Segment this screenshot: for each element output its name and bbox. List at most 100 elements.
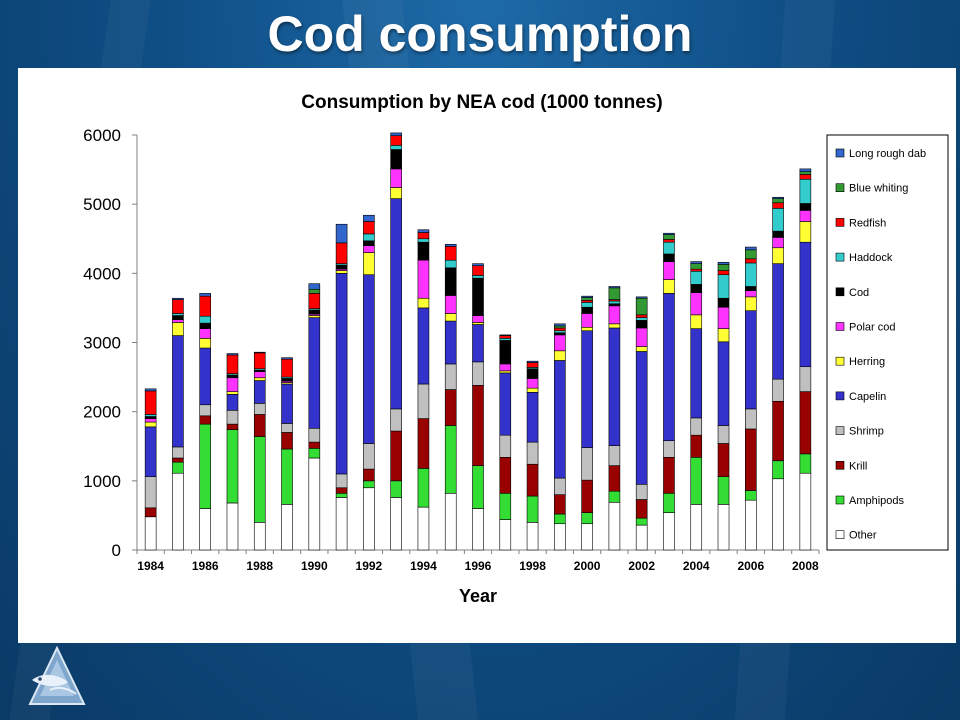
bar-segment-redfish-1997: [499, 335, 512, 339]
legend-swatch: [835, 252, 845, 262]
bar-segment-herring-1996: [472, 322, 484, 325]
bar-segment-cod-1995: [444, 267, 457, 296]
x-tick-label: 2002: [628, 559, 655, 573]
bar-segment-polar-cod-1993: [390, 168, 402, 188]
legend-swatch: [835, 148, 845, 158]
bar-segment-herring-2007: [772, 247, 784, 264]
bar-segment-amphipods-2004: [690, 457, 703, 505]
bar-segment-herring-1985: [172, 322, 184, 336]
bar-segment-krill-2006: [744, 428, 757, 491]
bar-segment-cod-2007: [772, 230, 784, 238]
bar-segment-amphipods-1990: [308, 448, 321, 459]
bar-segment-haddock-1996: [472, 275, 484, 279]
bar-segment-capelin-1984: [144, 426, 157, 477]
bar-segment-herring-1997: [499, 370, 512, 374]
legend-swatch: [835, 218, 845, 227]
x-tick-label: 1994: [410, 559, 437, 573]
bar-segment-haddock-1994: [417, 238, 430, 243]
bar-segment-other-2005: [717, 504, 730, 551]
bar-segment-polar-cod-1987: [226, 377, 239, 392]
bar-segment-other-1994: [417, 506, 430, 551]
x-tick-label: 1988: [246, 559, 273, 573]
bar-segment-blue-whiting-2007: [772, 198, 784, 204]
bar-segment-blue-whiting-2000: [581, 297, 593, 301]
bar-segment-polar-cod-2004: [690, 292, 703, 316]
chart-title: Consumption by NEA cod (1000 tonnes): [301, 92, 662, 113]
y-tick-label: 3000: [83, 334, 121, 353]
legend-swatch: [835, 530, 845, 540]
bar-segment-redfish-1986: [199, 295, 211, 317]
bar-segment-other-1985: [172, 472, 184, 551]
bar-segment-polar-cod-2002: [635, 327, 648, 347]
bar-segment-redfish-1989: [281, 358, 293, 378]
bar-segment-amphipods-1995: [444, 425, 457, 494]
bar-segment-redfish-1987: [226, 354, 239, 374]
bar-segment-amphipods-1993: [390, 480, 402, 498]
bar-segment-amphipods-1999: [554, 513, 566, 525]
bar-segment-redfish-1993: [390, 135, 402, 146]
bar-segment-amphipods-1985: [172, 461, 184, 474]
bar-segment-shrimp-2001: [608, 445, 621, 466]
bar-segment-haddock-2005: [717, 274, 730, 299]
legend-label: Amphipods: [849, 495, 905, 507]
bar-segment-long-rough-dab-1990: [308, 283, 321, 290]
bar-segment-long-rough-dab-1997: [499, 334, 512, 336]
x-tick-label: 1992: [356, 559, 383, 573]
bar-segment-shrimp-1992: [363, 443, 375, 470]
bar-segment-long-rough-dab-2008: [799, 168, 812, 172]
bar-segment-amphipods-2001: [608, 490, 621, 503]
bar-segment-polar-cod-2000: [581, 313, 593, 328]
bar-segment-capelin-2000: [581, 330, 593, 448]
bar-segment-haddock-1995: [444, 259, 457, 269]
bar-segment-long-rough-dab-2006: [744, 246, 757, 251]
bar-segment-other-1991: [335, 497, 348, 551]
bar-segment-blue-whiting-2006: [744, 249, 757, 260]
bar-segment-polar-cod-1986: [199, 328, 211, 339]
bar-segment-shrimp-2008: [799, 366, 812, 392]
bar-segment-other-1987: [226, 502, 239, 551]
bar-segment-shrimp-2007: [772, 378, 784, 402]
bar-segment-krill-1997: [499, 457, 512, 494]
bar-segment-krill-1988: [253, 414, 266, 437]
bar-segment-herring-1984: [144, 421, 157, 428]
bar-segment-capelin-1990: [308, 317, 321, 429]
bar-segment-herring-1995: [444, 313, 457, 322]
bar-segment-amphipods-2008: [799, 453, 812, 474]
bar-segment-redfish-2008: [799, 174, 812, 180]
bar-segment-redfish-1985: [172, 299, 184, 314]
bar-segment-long-rough-dab-1999: [554, 323, 566, 327]
bar-segment-cod-2008: [799, 203, 812, 211]
bar-segment-haddock-1993: [390, 145, 402, 150]
bar-segment-amphipods-2002: [635, 517, 648, 526]
bar-segment-other-1999: [554, 523, 566, 551]
bar-segment-shrimp-2006: [744, 408, 757, 430]
bar-segment-herring-2003: [663, 279, 675, 294]
bar-segment-redfish-1992: [363, 221, 375, 235]
bar-segment-other-2001: [608, 501, 621, 551]
bar-segment-long-rough-dab-1984: [144, 388, 157, 392]
bar-segment-capelin-2002: [635, 351, 648, 485]
bar-segment-polar-cod-1984: [144, 418, 157, 423]
bar-segment-capelin-1992: [363, 274, 375, 444]
bar-segment-long-rough-dab-2007: [772, 196, 784, 199]
bar-segment-herring-1998: [526, 387, 539, 393]
bar-segment-krill-2001: [608, 465, 621, 492]
bar-segment-krill-1993: [390, 430, 402, 482]
bar-segment-krill-2004: [690, 434, 703, 458]
bar-segment-herring-1988: [253, 377, 266, 381]
legend-swatch: [835, 183, 845, 192]
bar-segment-polar-cod-2005: [717, 306, 730, 329]
bar-segment-amphipods-1996: [472, 465, 484, 509]
bar-segment-shrimp-1993: [390, 408, 402, 432]
bar-segment-cod-2001: [608, 303, 621, 307]
bar-segment-other-1993: [390, 497, 402, 551]
bar-segment-herring-1987: [226, 391, 239, 395]
bar-segment-shrimp-2005: [717, 425, 730, 444]
y-tick-label: 5000: [83, 195, 121, 214]
bar-segment-capelin-1994: [417, 307, 430, 385]
bar-segment-long-rough-dab-1996: [472, 263, 484, 267]
bar-segment-cod-1990: [308, 309, 321, 315]
x-tick-label: 2004: [683, 559, 710, 573]
bar-segment-other-1997: [499, 519, 512, 551]
bar-segment-shrimp-1996: [472, 361, 484, 386]
